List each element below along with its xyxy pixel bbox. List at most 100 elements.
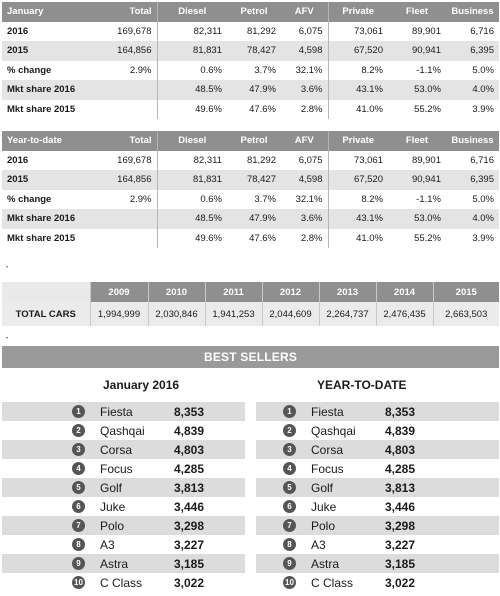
table-row: 2016 169,678 82,311 81,292 6,075 73,061 89,901… [2,150,499,170]
list-item: 2 Qashqai 4,839 [256,421,499,440]
best-sellers-title: BEST SELLERS [2,346,499,368]
model-name: Fiesta [100,404,133,419]
total-cars-value: 2,030,846 [147,302,205,326]
row-label: 2015 [2,41,90,61]
model-name: A3 [100,537,115,552]
year-header: 2010 [147,282,205,302]
sales-value: 3,022 [174,575,205,590]
table-cell: 3.7% [227,60,281,80]
total-cars-table: 2009 2010 2011 2012 2013 2014 2015 TOTAL CARS … [2,282,499,326]
table-cell: 47.9% [227,80,281,100]
table-cell: 82,311 [156,150,227,170]
model-name: Qashqai [100,423,145,438]
row-label: Mkt share 2015 [2,228,90,248]
table-cell: 6,075 [281,150,328,170]
table-cell: 2.9% [90,60,157,80]
table-cell: 47.9% [227,209,281,229]
column-header-afv: AFV [281,2,328,22]
row-label: 2016 [2,150,90,170]
list-item: 7 Polo 3,298 [256,516,499,535]
table-cell: 3.6% [281,80,328,100]
table-cell: 73,061 [327,21,388,41]
rank-badge: 8 [283,538,296,551]
table-row: 2015 164,856 81,831 78,427 4,598 67,520 90,941… [2,170,499,190]
year-header: 2012 [261,282,319,302]
rank-badge: 7 [283,519,296,532]
table-cell: 53.0% [388,209,446,229]
list-item: 9 Astra 3,185 [2,554,245,573]
table-cell: 90,941 [388,170,446,190]
column-header-fleet: Fleet [388,2,446,22]
table-cell [90,99,157,119]
table-cell: 47.6% [227,228,281,248]
table-cell: 3.6% [281,209,328,229]
sales-value: 3,298 [174,518,205,533]
row-label: Mkt share 2016 [2,80,90,100]
table-cell: 81,292 [227,21,281,41]
sales-value: 3,227 [385,537,416,552]
year-header: 2013 [318,282,376,302]
total-cars-value: 1,941,253 [204,302,262,326]
table-cell: 78,427 [227,41,281,61]
table-row: 2015 164,856 81,831 78,427 4,598 67,520 90,941… [2,41,499,61]
model-name: Astra [311,556,340,571]
rank-badge: 9 [283,557,296,570]
table-cell: 2.8% [281,99,328,119]
list-item: 5 Golf 3,813 [256,478,499,497]
table-cell: 2.8% [281,228,328,248]
list-item: 2 Qashqai 4,839 [2,421,245,440]
best-sellers-ytd-list: 1 Fiesta 8,353 2 Qashqai 4,839 3 Corsa 4,803 4 Foc… [256,402,499,592]
table-cell: 55.2% [388,99,446,119]
table-cell [90,80,157,100]
list-item: 8 A3 3,227 [256,535,499,554]
column-header-private: Private [327,2,388,22]
total-cars-value: 2,663,503 [432,302,499,326]
table-cell: 169,678 [90,21,157,41]
table-cell: 49.6% [156,99,227,119]
table-cell: 43.1% [327,80,388,100]
row-label: % change [2,60,90,80]
table-cell: 3.7% [227,189,281,209]
column-header-business: Business [446,2,499,22]
table-cell: 89,901 [388,21,446,41]
rank-badge: 5 [72,481,85,494]
list-item: 1 Fiesta 8,353 [2,402,245,421]
table-cell: 41.0% [327,99,388,119]
table-cell: 49.6% [156,228,227,248]
table-cell: 6,716 [446,150,499,170]
column-header-total: Total [90,131,157,151]
table-header-row: Year-to-date Total Diesel Petrol AFV Pri… [2,131,499,151]
table-cell: 48.5% [156,80,227,100]
list-item: 3 Corsa 4,803 [2,440,245,459]
sales-value: 3,446 [385,499,416,514]
year-header: 2011 [204,282,262,302]
table-cell: -1.1% [388,60,446,80]
list-item: 4 Focus 4,285 [256,459,499,478]
sales-value: 4,839 [174,423,205,438]
rank-badge: 2 [283,424,296,437]
table-cell: 67,520 [327,41,388,61]
rank-badge: 7 [72,519,85,532]
table-row: Mkt share 2015 49.6% 47.6% 2.8% 41.0% 55.2% 3.… [2,99,499,119]
list-item: 10 C Class 3,022 [256,573,499,592]
row-label: % change [2,189,90,209]
model-name: Astra [100,556,129,571]
table-cell: 6,395 [446,41,499,61]
total-cars-value: 1,994,999 [89,302,148,326]
model-name: A3 [311,537,326,552]
model-name: Golf [100,480,123,495]
column-header-total: Total [90,2,157,22]
best-sellers-january-heading: January 2016 [103,378,180,392]
table-cell: -1.1% [388,189,446,209]
sales-value: 3,446 [174,499,205,514]
table-cell: 81,831 [156,170,227,190]
table-row: Mkt share 2016 48.5% 47.9% 3.6% 43.1% 53.0% 4.… [2,209,499,229]
table-row: 2016 169,678 82,311 81,292 6,075 73,061 89,901… [2,21,499,41]
table-body: 2016 169,678 82,311 81,292 6,075 73,061 89,901… [2,21,499,119]
rank-badge: 2 [72,424,85,437]
table-cell: 89,901 [388,150,446,170]
row-label: Mkt share 2015 [2,99,90,119]
table-cell: 8.2% [327,60,388,80]
table-cell: 78,427 [227,170,281,190]
table-row: % change 2.9% 0.6% 3.7% 32.1% 8.2% -1.1% 5.0% [2,189,499,209]
